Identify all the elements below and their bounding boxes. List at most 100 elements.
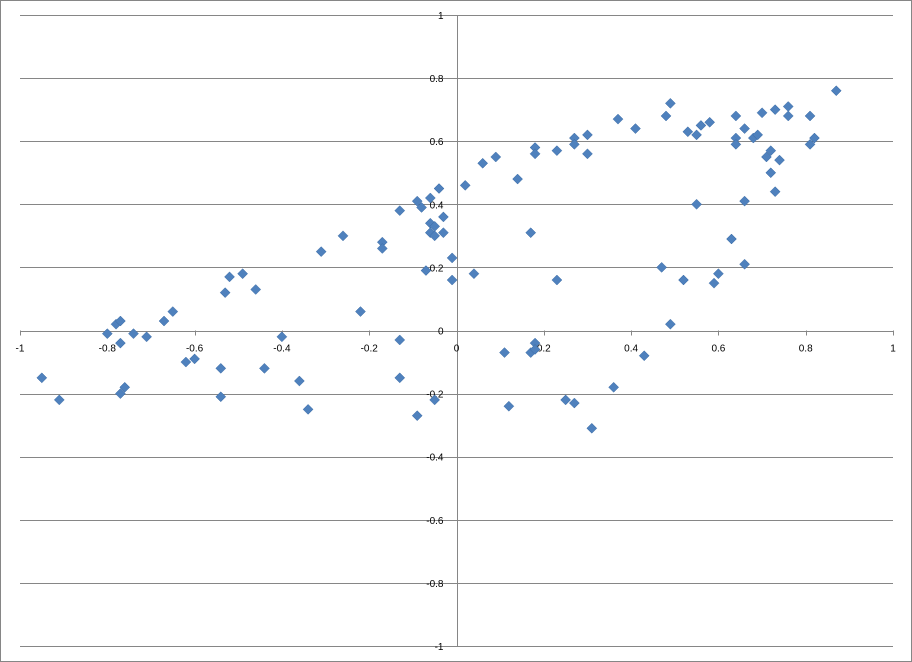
data-point	[53, 394, 65, 406]
data-point	[782, 110, 794, 122]
data-point	[394, 372, 406, 384]
data-point	[774, 154, 785, 166]
data-point	[730, 139, 742, 150]
data-point	[189, 353, 200, 365]
data-point	[804, 110, 816, 122]
data-point	[315, 246, 327, 257]
data-point	[180, 356, 192, 368]
data-point	[660, 110, 672, 122]
y-tick-label: 0.4	[430, 200, 444, 211]
data-point	[446, 252, 458, 264]
data-point	[782, 101, 794, 112]
y-tick-label: -0.8	[426, 579, 444, 590]
data-point	[115, 315, 126, 327]
data-point	[219, 287, 231, 298]
data-point	[582, 129, 593, 141]
data-point	[630, 123, 641, 134]
data-point	[215, 363, 227, 374]
data-point	[752, 129, 764, 141]
data-point	[739, 123, 750, 134]
data-point	[665, 318, 676, 330]
data-point	[769, 186, 781, 198]
data-point	[503, 400, 515, 412]
data-point	[101, 328, 113, 340]
data-point	[739, 258, 750, 270]
data-point	[569, 397, 580, 409]
x-tick-label: 0.2	[537, 344, 551, 355]
data-point	[551, 274, 563, 286]
data-point	[529, 148, 541, 160]
data-point	[115, 337, 126, 349]
data-point	[446, 274, 458, 286]
x-tick-label: 0.6	[711, 344, 725, 355]
data-point	[512, 173, 523, 185]
data-point	[665, 97, 676, 109]
data-point	[765, 145, 777, 157]
data-point	[420, 265, 432, 276]
data-point	[424, 192, 436, 204]
data-point	[224, 271, 235, 283]
data-point	[730, 110, 742, 122]
y-tick-label: -1	[435, 642, 444, 653]
x-tick-label: -0.2	[361, 344, 379, 355]
data-point	[250, 284, 262, 295]
y-tick-label: -0.4	[426, 453, 444, 464]
data-point	[691, 198, 702, 210]
data-point	[355, 306, 366, 317]
data-point	[376, 243, 388, 254]
data-point	[433, 183, 445, 194]
x-tick-label: -1	[16, 344, 25, 355]
tick-labels: -1 -0.8 -0.6 -0.4 -0.2 0 0.2 0.4 0.6 0.8 1 -1 -0.8 -0…	[16, 11, 897, 653]
data-point	[438, 211, 449, 223]
x-tick-label: 0	[454, 344, 460, 355]
data-point	[678, 274, 689, 286]
axes	[20, 15, 894, 647]
data-point	[276, 331, 288, 343]
x-tick-label: 0.4	[624, 344, 638, 355]
data-point	[560, 394, 571, 406]
data-point	[612, 113, 624, 125]
data-point	[337, 230, 349, 242]
data-point	[769, 104, 781, 116]
data-point	[429, 221, 441, 232]
data-point	[713, 268, 724, 280]
data-point	[416, 202, 427, 213]
data-point	[158, 315, 170, 327]
data-point	[608, 381, 619, 393]
data-point	[128, 328, 139, 340]
data-point	[294, 375, 305, 387]
data-point	[411, 195, 423, 207]
data-point	[525, 227, 537, 239]
data-point	[302, 404, 314, 415]
y-tick-label: 0.2	[430, 263, 444, 274]
data-point	[691, 129, 702, 141]
data-point	[36, 372, 48, 384]
data-point	[490, 151, 502, 163]
data-point	[429, 394, 441, 406]
data-point	[119, 381, 131, 393]
y-tick-label: 1	[438, 11, 444, 22]
data-point	[215, 391, 227, 403]
data-point	[394, 334, 406, 346]
data-point	[499, 347, 510, 358]
data-point	[756, 107, 768, 119]
data-point	[804, 139, 816, 150]
data-point	[682, 126, 694, 138]
data-point	[237, 268, 248, 280]
data-point	[761, 151, 772, 163]
data-point	[429, 230, 441, 242]
data-point	[765, 167, 777, 179]
data-point	[115, 388, 126, 399]
data-point	[259, 363, 270, 374]
x-tick-label: 0.8	[799, 344, 813, 355]
data-point	[695, 120, 707, 131]
data-point	[411, 410, 423, 422]
data-point	[726, 233, 737, 245]
data-point	[438, 227, 449, 239]
data-point	[586, 422, 598, 434]
x-tick-label: 1	[890, 344, 896, 355]
x-tick-label: -0.8	[99, 344, 117, 355]
data-point	[656, 262, 668, 273]
data-point	[459, 180, 471, 191]
